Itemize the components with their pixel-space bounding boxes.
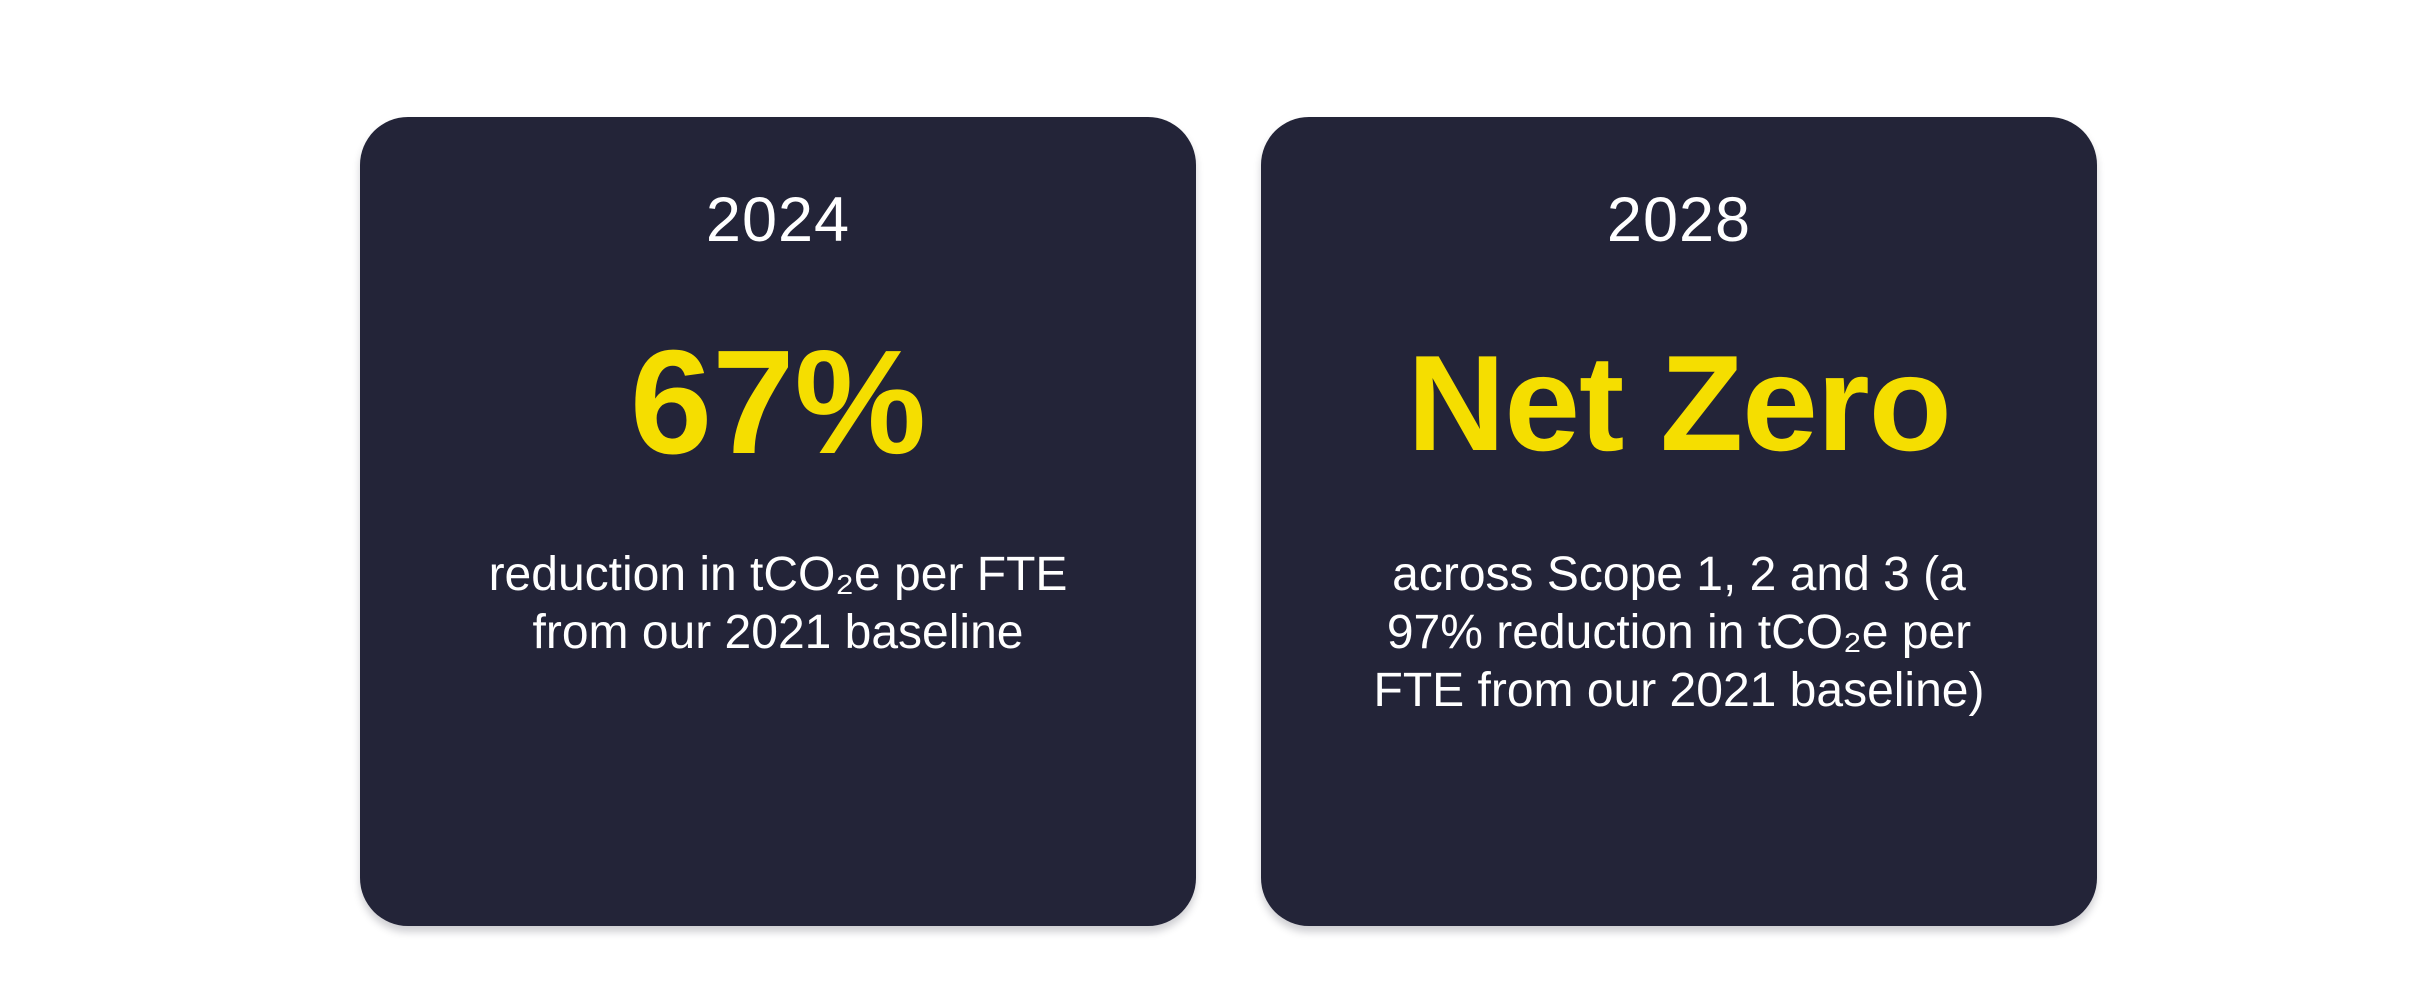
headline-value: Net Zero [1407,327,1952,479]
stat-card-2024: 2024 67% reduction in tCO₂e per FTE from… [360,117,1196,926]
description-text: reduction in tCO₂e per FTE from our 2021… [489,546,1068,662]
year-label: 2024 [705,185,851,255]
description-line-2: from our 2021 baseline [532,606,1024,659]
description-line-3: FTE from our 2021 baseline) [1373,664,1985,717]
description-line-1: reduction in tCO₂e per FTE [488,548,1068,601]
description-line-1: across Scope 1, 2 and 3 (a [1392,548,1966,601]
description-line-2: 97% reduction in tCO₂e per [1386,606,1972,659]
year-label: 2028 [1606,185,1752,255]
description-text: across Scope 1, 2 and 3 (a 97% reduction… [1374,546,1985,720]
headline-value: 67% [629,320,927,485]
stat-cards-row: 2024 67% reduction in tCO₂e per FTE from… [360,117,2097,926]
stat-card-2028: 2028 Net Zero across Scope 1, 2 and 3 (a… [1261,117,2097,926]
